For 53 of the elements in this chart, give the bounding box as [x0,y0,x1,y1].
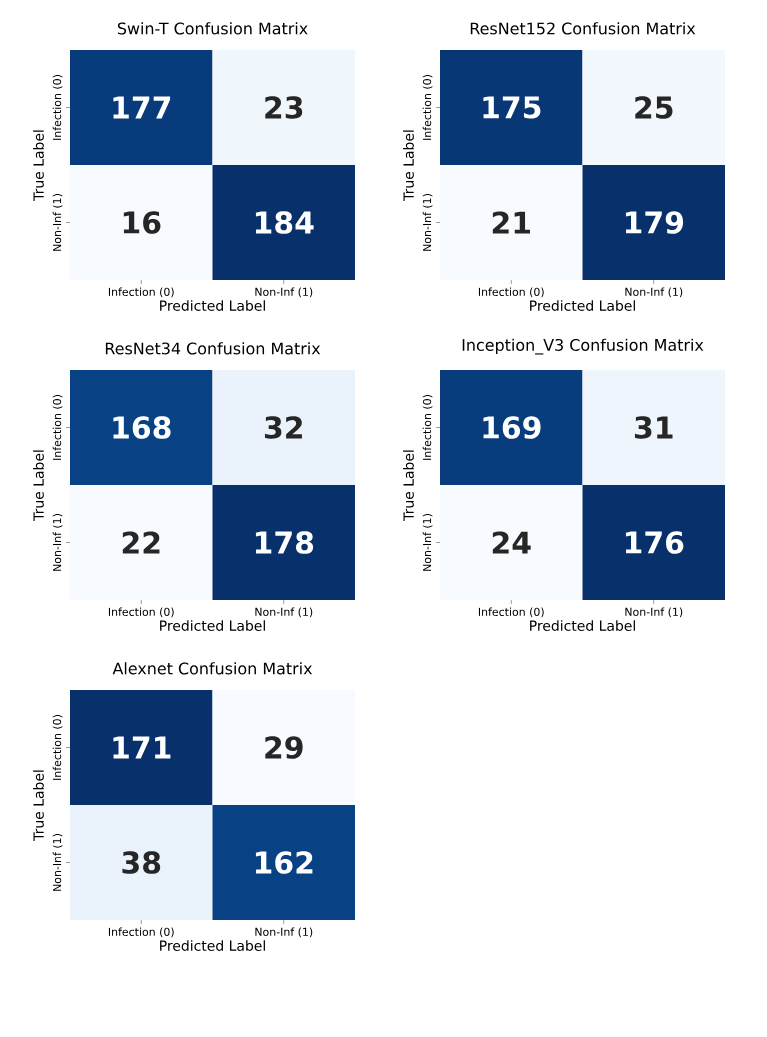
data-label: 184 [255,211,314,234]
x-axis-title: Predicted Label [160,620,265,631]
data-label: 21 [492,211,530,234]
data-label: 171 [113,736,171,759]
data-label: 32 [264,416,302,439]
y-tick-label: Non-Inf (1) [422,194,433,251]
data-label: 177 [113,96,171,119]
data-label: 178 [255,531,314,554]
y-axis-title: True Label [403,130,414,201]
data-label: 31 [634,416,673,439]
x-tick-label: Non-Inf (1) [625,607,683,618]
chart-title: ResNet34 Confusion Matrix [105,342,321,355]
y-tick-label: Non-Inf (1) [52,514,63,571]
data-label: 24 [492,531,531,554]
y-tick-label: Infection (0) [52,715,63,780]
x-tick-label: Non-Inf (1) [625,287,683,298]
data-label: 176 [625,531,684,554]
x-tick-label: Infection (0) [478,287,544,298]
y-axis-title: True Label [33,130,44,201]
y-tick-label: Infection (0) [52,75,63,140]
data-label: 162 [255,851,313,874]
x-tick-label: Non-Inf (1) [255,287,313,298]
x-axis-title: Predicted Label [160,940,265,951]
y-axis-title: True Label [33,770,44,841]
x-tick-label: Non-Inf (1) [255,607,313,618]
y-tick-label: Non-Inf (1) [52,194,63,251]
x-axis-title: Predicted Label [160,300,265,311]
chart-title: Swin-T Confusion Matrix [117,22,308,35]
data-label: 22 [122,531,160,554]
y-tick-label: Infection (0) [52,395,63,460]
y-axis-title: True Label [403,450,414,521]
y-tick-label: Infection (0) [422,75,433,140]
chart-title: ResNet152 Confusion Matrix [470,22,696,35]
y-tick-label: Non-Inf (1) [52,834,63,891]
chart-title: Alexnet Confusion Matrix [112,662,313,675]
data-label: 16 [123,211,161,234]
y-tick-label: Infection (0) [422,395,433,460]
data-label: 29 [265,736,303,759]
y-axis-title: True Label [33,450,44,521]
data-label: 38 [122,851,161,874]
chart-title: Inception_V3 Confusion Matrix [462,338,704,355]
x-tick-label: Infection (0) [108,607,174,618]
x-axis-title: Predicted Label [530,300,635,311]
x-tick-label: Infection (0) [108,287,174,298]
y-tick-label: Non-Inf (1) [422,514,433,571]
data-label: 168 [113,416,171,439]
x-axis-title: Predicted Label [530,620,635,631]
data-label: 179 [625,211,684,234]
data-label: 175 [483,96,541,119]
data-label: 169 [483,416,541,439]
data-label: 23 [265,96,303,119]
x-tick-label: Infection (0) [478,607,544,618]
data-label: 25 [635,96,673,119]
